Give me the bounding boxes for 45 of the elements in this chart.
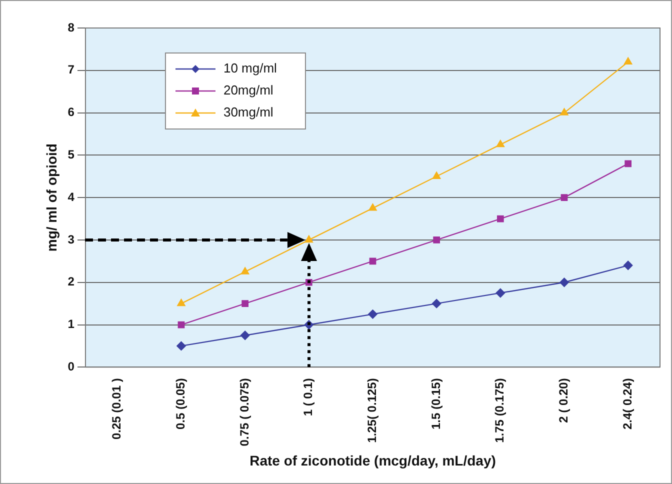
x-tick-label: 1 ( 0.1) [301, 378, 316, 416]
y-tick-label: 7 [68, 62, 75, 77]
point [176, 341, 186, 351]
point [304, 235, 313, 243]
point [177, 298, 186, 306]
point [368, 204, 377, 211]
legend-label: 20mg/ml [223, 82, 274, 98]
point [560, 108, 568, 116]
y-tick-label: 1 [68, 317, 75, 332]
y-tick-label: 2 [68, 274, 75, 289]
point [432, 298, 442, 308]
x-tick-label: 1.5 (0.15) [428, 378, 443, 430]
point [368, 310, 378, 319]
point [432, 172, 441, 179]
x-axis-title: Rate of ziconotide (mcg/day, mL/day) [250, 452, 496, 468]
legend-label: 10 mg/ml [223, 60, 278, 76]
y-tick-label: 0 [68, 359, 75, 374]
point [560, 278, 569, 287]
x-tick-label: 2.4( 0.24) [620, 378, 634, 430]
y-tick-label: 6 [68, 105, 75, 120]
x-tick-label: 1.25( 0.125) [365, 378, 380, 443]
y-axis-title: mg/ ml of opioid [43, 144, 60, 252]
y-tick-label: 3 [68, 232, 75, 246]
point [623, 260, 633, 270]
point [496, 140, 504, 148]
y-tick-label: 5 [68, 147, 75, 162]
point [624, 57, 632, 65]
point [560, 194, 568, 202]
point [178, 321, 185, 328]
x-tick-label: 1.75 (0.175) [492, 378, 507, 443]
point [496, 288, 506, 298]
x-tick-label: 0.75 ( 0.075) [237, 378, 252, 446]
point [241, 267, 250, 274]
legend-label: 30mg/ml [223, 104, 274, 120]
point [240, 330, 250, 340]
point [624, 160, 632, 168]
point [369, 258, 376, 265]
point [433, 236, 440, 244]
x-tick-label: 0.5 (0.05) [174, 378, 188, 430]
point [242, 300, 248, 307]
point [496, 215, 504, 222]
x-tick-label: 2 ( 0.20) [556, 378, 571, 423]
y-tick-label: 4 [68, 190, 75, 204]
x-tick-label: 0.25 (0.01 ) [110, 378, 124, 440]
y-tick-label: 8 [68, 20, 75, 34]
